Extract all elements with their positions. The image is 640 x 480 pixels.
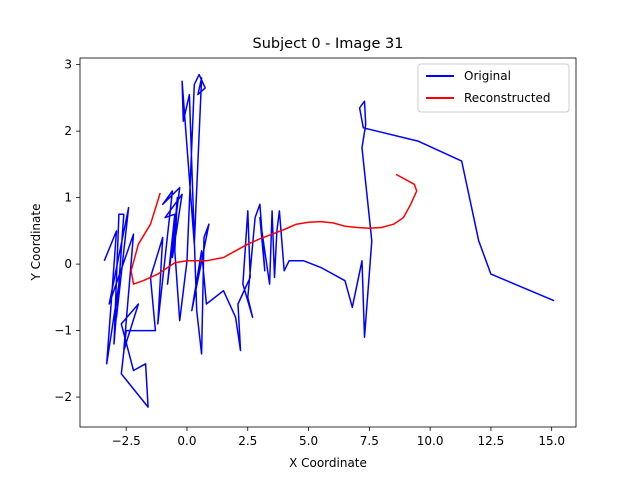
x-tick-label: −2.5 <box>112 434 141 448</box>
legend: Original Reconstructed <box>417 63 570 113</box>
x-tick-label: 0.0 <box>177 434 196 448</box>
y-axis: −2 −1 0 1 2 3 <box>54 58 80 404</box>
x-axis-label: X Coordinate <box>289 456 367 470</box>
x-tick-label: 10.0 <box>417 434 444 448</box>
x-tick-label: 5.0 <box>299 434 318 448</box>
x-tick-label: 12.5 <box>478 434 505 448</box>
x-tick-label: 2.5 <box>238 434 257 448</box>
y-axis-label: Y Coordinate <box>29 204 43 282</box>
legend-label-reconstructed: Reconstructed <box>464 91 551 105</box>
plot-frame <box>79 57 577 428</box>
y-tick-label: 0 <box>64 257 72 271</box>
y-tick-label: 1 <box>64 191 72 205</box>
chart-title: Subject 0 - Image 31 <box>253 36 404 52</box>
legend-label-original: Original <box>464 69 511 83</box>
series-line-original <box>103 73 555 408</box>
series-line-reconstructed <box>130 173 418 285</box>
y-tick-label: −1 <box>54 324 72 338</box>
y-tick-label: −2 <box>54 390 72 404</box>
series-layer <box>103 73 555 408</box>
y-tick-label: 2 <box>64 124 72 138</box>
y-tick-label: 3 <box>64 58 72 72</box>
x-tick-label: 15.0 <box>538 434 565 448</box>
x-tick-label: 7.5 <box>360 434 379 448</box>
legend-box <box>417 63 570 113</box>
x-axis: −2.5 0.0 2.5 5.0 7.5 10.0 12.5 15.0 <box>112 427 565 448</box>
